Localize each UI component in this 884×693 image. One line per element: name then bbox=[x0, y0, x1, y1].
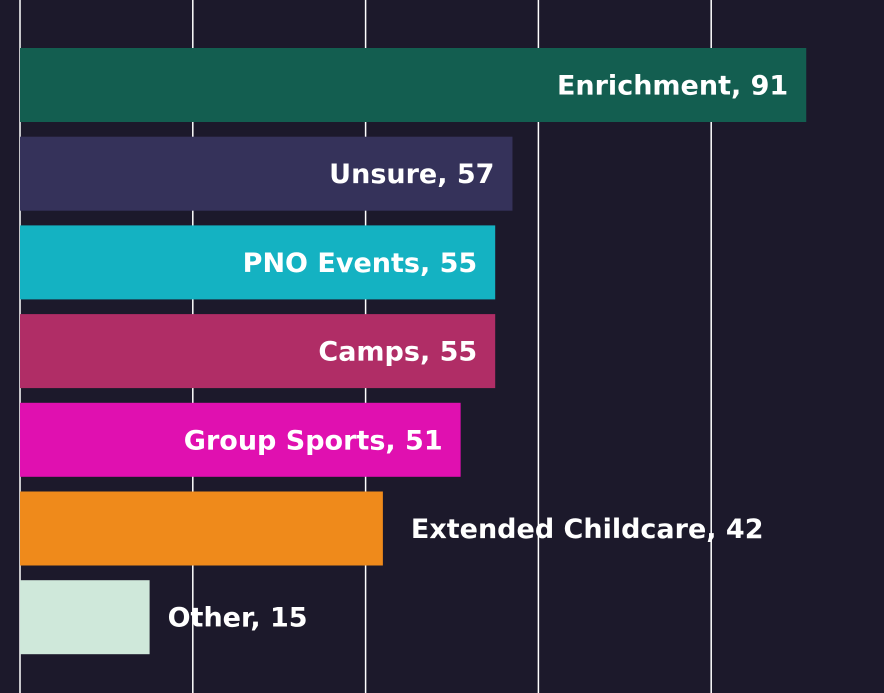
data-label: Camps, 55 bbox=[318, 337, 477, 368]
data-label: Group Sports, 51 bbox=[184, 425, 443, 456]
data-label: PNO Events, 55 bbox=[243, 248, 478, 279]
data-label: Unsure, 57 bbox=[329, 159, 494, 190]
data-label: Other, 15 bbox=[168, 603, 308, 634]
bar bbox=[20, 491, 383, 566]
bar bbox=[20, 225, 496, 300]
bar bbox=[20, 136, 513, 211]
bar bbox=[20, 580, 150, 655]
data-label: Enrichment, 91 bbox=[557, 71, 788, 102]
bar bbox=[20, 402, 461, 477]
bar bbox=[20, 48, 807, 122]
bar bbox=[20, 314, 496, 389]
data-label: Extended Childcare, 42 bbox=[411, 514, 764, 545]
